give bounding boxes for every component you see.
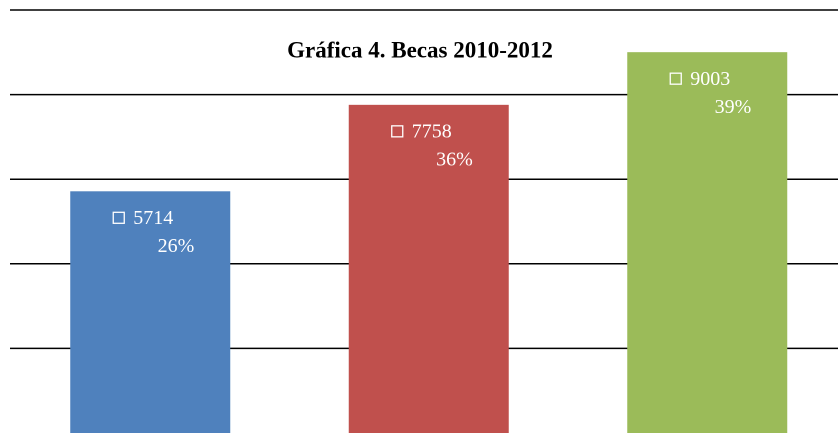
percentage-label: 36% (436, 148, 473, 170)
chart-title: Gráfica 4. Becas 2010-2012 (287, 37, 553, 62)
percentage-label: 26% (158, 235, 195, 257)
value-label: 9003 (690, 68, 730, 90)
bar (348, 104, 509, 433)
title-background (225, 34, 623, 68)
label-marker (112, 211, 125, 224)
label-marker (391, 125, 404, 138)
label-marker (669, 72, 682, 85)
value-label: 5714 (133, 207, 173, 229)
value-label: 7758 (412, 120, 452, 142)
percentage-label: 39% (715, 96, 752, 118)
bar (627, 52, 788, 433)
bars: 5714 26% 7758 36% 9003 39% (70, 52, 788, 433)
bar (70, 191, 231, 433)
